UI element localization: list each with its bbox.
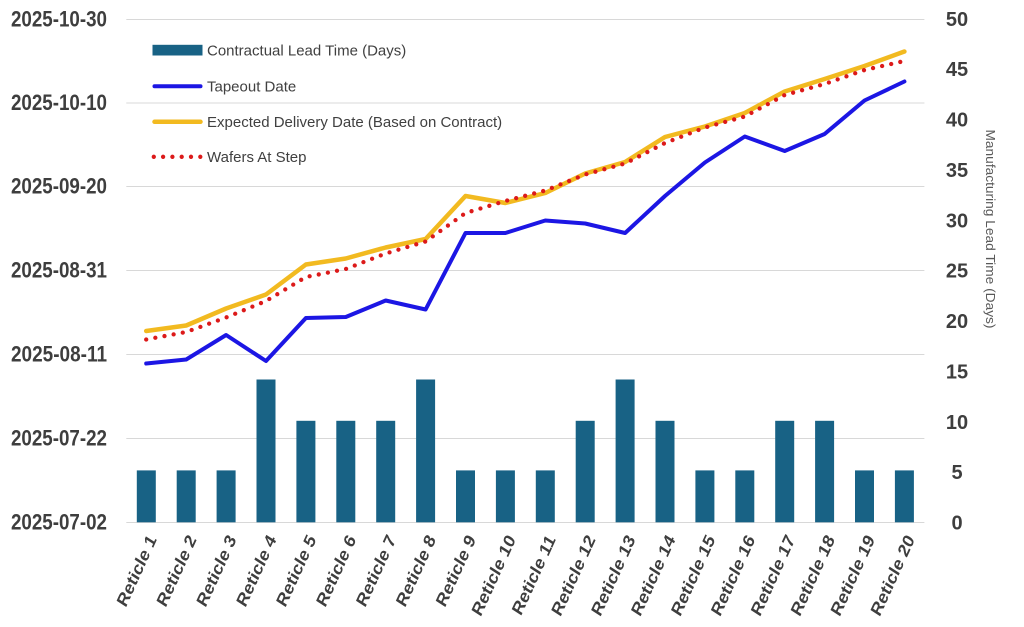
svg-text:50: 50 xyxy=(946,9,968,31)
svg-text:10: 10 xyxy=(946,412,968,434)
svg-text:20: 20 xyxy=(946,311,968,333)
svg-text:Tapeout Date: Tapeout Date xyxy=(207,78,296,95)
svg-text:2025-10-30: 2025-10-30 xyxy=(11,7,107,32)
svg-text:2025-07-02: 2025-07-02 xyxy=(11,510,107,535)
svg-text:2025-08-11: 2025-08-11 xyxy=(11,342,107,367)
svg-text:15: 15 xyxy=(946,361,968,383)
svg-text:45: 45 xyxy=(946,59,968,81)
svg-text:30: 30 xyxy=(946,210,968,232)
svg-text:35: 35 xyxy=(946,160,968,182)
svg-text:2025-10-10: 2025-10-10 xyxy=(11,90,107,115)
svg-text:Expected Delivery Date (Based: Expected Delivery Date (Based on Contrac… xyxy=(207,114,502,131)
svg-text:Contractual Lead Time (Days): Contractual Lead Time (Days) xyxy=(207,43,406,60)
svg-text:2025-07-22: 2025-07-22 xyxy=(11,426,107,451)
svg-text:25: 25 xyxy=(946,261,968,283)
svg-text:5: 5 xyxy=(951,462,962,484)
svg-text:2025-08-31: 2025-08-31 xyxy=(11,258,107,283)
svg-text:40: 40 xyxy=(946,110,968,132)
svg-text:Manufacturing Lead Time (Days): Manufacturing Lead Time (Days) xyxy=(983,130,998,329)
svg-text:0: 0 xyxy=(951,513,962,535)
svg-text:Wafers At Step: Wafers At Step xyxy=(207,149,307,166)
svg-text:2025-09-20: 2025-09-20 xyxy=(11,174,107,199)
